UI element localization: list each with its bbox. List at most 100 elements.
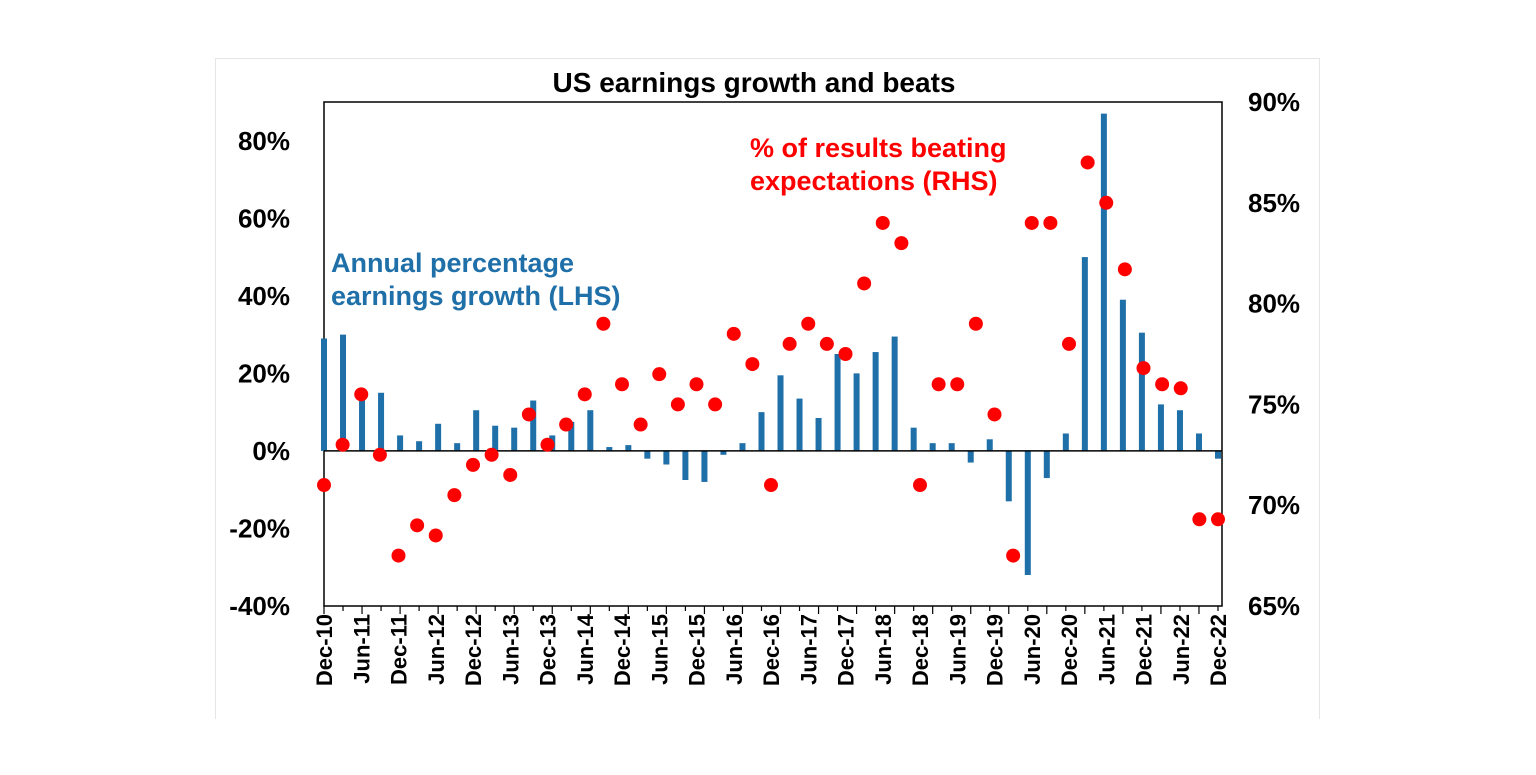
x-tick-label: Jun-19 [945,614,970,685]
bar [530,400,537,451]
lhs-series-label-line-2: earnings growth (LHS) [331,281,621,311]
x-tick-label: Jun-22 [1169,614,1194,685]
x-tick-label: Jun-20 [1020,614,1045,685]
bar [1005,450,1012,502]
bar [891,336,898,451]
beats-dot [1155,377,1170,392]
bar [1157,404,1164,451]
bar [1215,450,1221,459]
bar [739,443,746,451]
right-tick-label: 85% [1248,188,1300,218]
beats-dot [950,377,965,392]
x-tick-label: Dec-18 [908,614,933,686]
bar [1043,450,1050,479]
beats-dot [1062,336,1076,351]
beats-dot [1080,155,1095,170]
bar [796,398,803,451]
bar [720,450,727,455]
beats-dot [670,397,685,412]
beats-dot [764,478,778,493]
beats-dot [521,407,536,422]
bar [967,450,974,463]
bar [910,427,917,451]
beats-dot [894,236,909,251]
beats-dot [615,377,629,392]
x-tick-label: Jun-11 [349,614,374,684]
left-tick-label: 60% [238,203,290,233]
x-tick-label: Dec-12 [461,614,486,686]
beats-dot [410,518,425,533]
beats-dot [317,478,331,493]
bar [473,410,480,451]
beats-dot [745,357,760,372]
bar [853,373,860,451]
x-tick-label: Jun-12 [424,614,449,685]
x-tick-label: Dec-14 [610,613,635,686]
beats-dot [652,367,667,382]
lhs-series-label-line-1: Annual percentage [331,248,574,278]
beats-dot [577,387,592,402]
beats-dot [1099,195,1114,210]
bar [701,450,708,482]
beats-dot [801,316,816,331]
bar [435,423,442,451]
left-tick-label: 20% [238,358,290,388]
bar [625,445,632,451]
bar [1100,113,1107,451]
left-axis: -40% -20% 0% 20% 40% 60% 80% [229,126,290,621]
bar [663,450,670,465]
bar [758,412,765,451]
beats-dot [1192,512,1207,527]
beats-dot [1024,215,1039,230]
x-tick-label: Dec-21 [1132,614,1157,686]
bar [492,425,499,451]
bar [1176,410,1183,451]
chart-title: US earnings growth and beats [553,67,956,98]
beats-dot [559,417,574,432]
beats-dot [596,316,611,331]
beats-dot [819,336,834,351]
bar [986,439,993,451]
left-tick-label: 80% [238,126,290,156]
bar [1081,257,1088,451]
beats-dot [1136,361,1151,376]
beats-dot [875,215,890,230]
beats-dot [1173,381,1188,396]
beats-dot [968,316,983,331]
right-tick-label: 80% [1248,289,1300,319]
beats-dot [931,377,946,392]
x-tick-label: Jun-14 [573,613,598,685]
beats-dot [913,478,927,493]
x-tick-label: Dec-11 [387,614,412,685]
beats-dot [782,336,797,351]
bar [1024,450,1031,575]
bar [568,421,575,451]
beats-dot [484,447,499,462]
bar [321,338,327,451]
bar [777,375,784,451]
right-tick-label: 65% [1248,591,1300,621]
beats-dot [372,447,387,462]
beats-dot [838,347,853,361]
right-tick-label: 70% [1248,490,1300,520]
beats-dot [447,488,462,503]
rhs-series-label: % of results beating expectations (RHS) [750,133,1014,196]
x-tick-label: Dec-19 [983,614,1008,686]
beats-dots [317,155,1225,563]
left-tick-label: -40% [229,591,290,621]
left-tick-label: -20% [229,513,290,543]
x-tick-label: Dec-17 [834,614,859,686]
x-tick-label: Dec-13 [536,614,561,686]
left-tick-label: 0% [252,436,290,466]
bar [1062,433,1069,451]
beats-dot [354,387,369,402]
bar [834,354,841,451]
x-tick-label: Dec-20 [1057,614,1082,686]
x-tick-label: Jun-18 [871,614,896,685]
beats-dot [503,467,518,482]
bar [454,443,461,451]
bar [682,450,689,480]
x-tick-label: Dec-16 [759,614,784,686]
beats-dot [428,528,443,543]
